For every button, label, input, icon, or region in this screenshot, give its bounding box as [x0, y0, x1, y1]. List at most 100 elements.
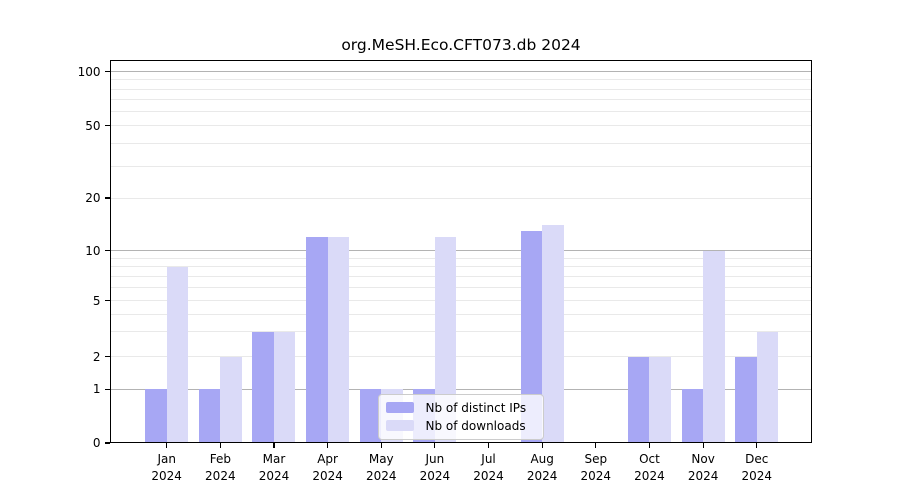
year-label: 2024: [151, 468, 182, 483]
y-tick-label: 2: [92, 349, 101, 364]
bar-aug-downloads: [542, 225, 564, 443]
month-label: Dec: [745, 452, 769, 466]
year-label: 2024: [473, 468, 504, 483]
x-tick-mark: [541, 443, 543, 448]
major-gridline: [110, 388, 812, 390]
x-tick-label-feb: Feb 2024: [188, 451, 252, 484]
bar-oct-downloads: [649, 356, 671, 443]
minor-gridline: [110, 110, 812, 112]
year-label: 2024: [365, 468, 397, 483]
month-label: May: [368, 452, 394, 466]
legend-label: Nb of downloads: [425, 418, 526, 433]
minor-gridline: [110, 79, 812, 81]
year-label: 2024: [634, 468, 665, 483]
x-tick-mark: [595, 443, 597, 448]
y-tick-label: 1: [92, 382, 101, 397]
y-tick-label: 5: [92, 293, 101, 308]
year-label: 2024: [526, 468, 558, 483]
legend-swatch-downloads: [385, 420, 414, 431]
y-tick-mark: [104, 355, 110, 358]
year-label: 2024: [205, 468, 236, 483]
month-label: Mar: [262, 452, 286, 466]
bar-dec-distinct-ips: [735, 356, 757, 443]
x-tick-label-jan: Jan 2024: [135, 451, 199, 484]
x-tick-mark: [434, 443, 436, 448]
minor-gridline: [110, 331, 812, 333]
legend-row: Nb of distinct IPs: [385, 400, 535, 416]
x-tick-label-may: May 2024: [349, 451, 413, 484]
year-label: 2024: [687, 468, 719, 483]
x-tick-mark: [166, 443, 168, 448]
minor-gridline: [110, 286, 812, 288]
month-label: Jun: [425, 452, 445, 466]
x-tick-label-dec: Dec 2024: [725, 451, 789, 484]
x-tick-label-aug: Aug 2024: [510, 451, 574, 484]
y-tick-label: 10: [85, 243, 101, 258]
bar-jan-downloads: [166, 266, 189, 443]
year-label: 2024: [312, 468, 343, 483]
year-label: 2024: [258, 468, 290, 483]
bar-dec-downloads: [756, 331, 779, 443]
x-tick-mark: [273, 443, 275, 448]
bar-feb-downloads: [220, 356, 242, 443]
month-label: Oct: [639, 452, 660, 466]
minor-gridline: [110, 88, 812, 90]
major-gridline: [110, 250, 812, 251]
y-tick-label: 50: [85, 118, 101, 133]
y-tick-mark: [104, 249, 110, 252]
chart-title: org.MeSH.Eco.CFT073.db 2024: [341, 36, 581, 54]
y-tick-label: 20: [85, 191, 101, 205]
bar-feb-distinct-ips: [198, 389, 221, 443]
major-gridline: [110, 71, 812, 73]
month-label: Jul: [481, 452, 496, 466]
x-tick-label-sep: Sep 2024: [564, 451, 628, 484]
bar-jun-downloads: [434, 236, 457, 443]
minor-gridline: [110, 142, 812, 144]
y-tick-mark: [104, 71, 110, 73]
bar-jan-distinct-ips: [145, 389, 167, 443]
bar-nov-distinct-ips: [681, 389, 704, 443]
year-label: 2024: [580, 468, 612, 483]
x-tick-label-apr: Apr 2024: [296, 451, 360, 484]
x-tick-label-jun: Jun 2024: [403, 451, 467, 484]
x-tick-mark: [756, 443, 758, 448]
minor-gridline: [110, 197, 812, 199]
minor-gridline: [110, 165, 812, 167]
bar-aug-distinct-ips: [520, 230, 543, 443]
minor-gridline: [110, 125, 812, 127]
legend-swatch-distinct-ips: [385, 402, 414, 413]
bar-may-distinct-ips: [359, 389, 382, 443]
month-label: Sep: [584, 452, 608, 466]
y-tick-mark: [104, 300, 110, 302]
legend-label: Nb of distinct IPs: [425, 400, 527, 415]
year-label: 2024: [419, 468, 451, 483]
bar-oct-distinct-ips: [627, 356, 650, 443]
x-tick-mark: [219, 443, 221, 448]
y-tick-label: 100: [77, 64, 101, 79]
y-tick-mark: [104, 442, 110, 444]
bar-apr-downloads: [327, 236, 350, 443]
x-tick-label-mar: Mar 2024: [242, 451, 306, 484]
month-label: Aug: [530, 452, 554, 466]
x-tick-label-oct: Oct 2024: [617, 451, 681, 484]
minor-gridline: [110, 98, 812, 100]
month-label: Apr: [317, 452, 338, 466]
y-tick-mark: [104, 125, 110, 127]
month-label: Jan: [157, 452, 176, 466]
x-tick-label-jul: Jul 2024: [457, 451, 521, 484]
y-tick-label: 0: [92, 436, 101, 450]
bar-nov-downloads: [703, 250, 725, 443]
x-tick-mark: [327, 443, 329, 448]
bar-mar-distinct-ips: [252, 331, 274, 443]
y-tick-mark: [104, 388, 110, 390]
legend: Nb of distinct IPs Nb of downloads: [377, 393, 544, 440]
y-tick-mark: [104, 197, 110, 199]
month-label: Feb: [209, 452, 231, 466]
x-tick-label-nov: Nov 2024: [671, 451, 735, 484]
minor-gridline: [110, 275, 812, 277]
minor-gridline: [110, 356, 812, 357]
x-tick-mark: [648, 443, 650, 448]
bar-apr-distinct-ips: [306, 236, 328, 443]
minor-gridline: [110, 313, 812, 315]
